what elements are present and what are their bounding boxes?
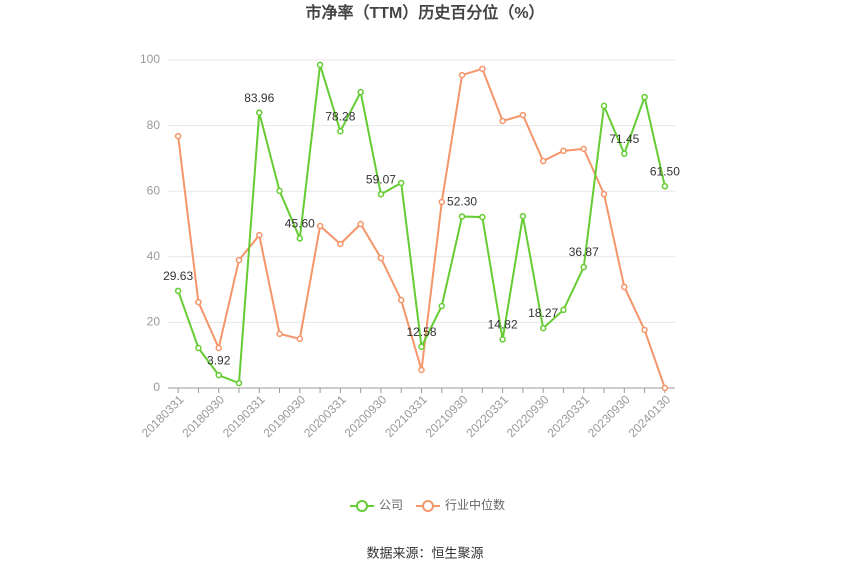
x-tick-label: 20240130 [626, 392, 674, 440]
data-point [641, 326, 648, 334]
data-point [195, 344, 202, 352]
data-point [235, 256, 243, 264]
data-label: 45.60 [285, 217, 315, 231]
data-point [661, 384, 669, 392]
y-tick-label: 80 [147, 118, 161, 132]
data-point [377, 254, 385, 262]
data-point [195, 298, 202, 306]
data-point [499, 117, 506, 125]
x-tick-label: 20200331 [301, 392, 349, 440]
data-point [215, 344, 222, 352]
data-point [215, 371, 222, 379]
data-point [539, 157, 547, 165]
data-point [519, 111, 527, 119]
x-tick-label: 20180331 [139, 392, 187, 440]
data-point [316, 222, 324, 230]
data-point [519, 212, 527, 220]
data-point [256, 231, 263, 239]
x-tick-label: 20200930 [342, 392, 390, 440]
data-point [499, 336, 506, 343]
data-point [357, 220, 364, 228]
data-point [458, 213, 466, 220]
data-point [256, 109, 263, 116]
data-label: 52.30 [447, 195, 477, 209]
data-point [438, 198, 446, 206]
data-point [661, 183, 669, 190]
data-point [377, 191, 385, 198]
data-point [580, 145, 587, 153]
data-point [560, 147, 567, 155]
data-point [397, 179, 405, 187]
y-tick-label: 60 [147, 183, 161, 197]
data-label: 59.07 [366, 172, 396, 186]
data-point [600, 102, 608, 110]
data-point [296, 335, 304, 343]
data-label: 61.50 [650, 164, 680, 178]
x-tick-label: 20190331 [220, 392, 268, 440]
data-point [621, 150, 628, 157]
x-tick-label: 20220930 [504, 392, 552, 440]
data-label: 29.63 [163, 269, 193, 283]
data-point [418, 366, 425, 374]
data-point [539, 324, 547, 332]
data-point [174, 132, 182, 140]
data-label: 12.58 [406, 325, 436, 339]
legend-label: 公司 [379, 498, 403, 512]
data-label: 18.27 [528, 306, 558, 320]
legend-marker [356, 500, 368, 512]
data-point [316, 61, 324, 69]
data-point [276, 187, 283, 195]
x-tick-label: 20180930 [179, 392, 227, 440]
x-tick-label: 20190930 [261, 392, 309, 440]
data-point [600, 190, 608, 198]
data-label: 83.96 [244, 91, 274, 105]
data-point [641, 93, 648, 101]
y-tick-label: 100 [140, 52, 160, 66]
x-tick-label: 20210331 [382, 392, 430, 440]
data-point [357, 88, 364, 96]
data-point [276, 330, 283, 338]
data-label: 36.87 [569, 245, 599, 259]
data-label: 71.45 [609, 132, 639, 146]
y-tick-label: 40 [147, 249, 161, 263]
x-tick-label: 20230331 [544, 392, 592, 440]
legend-marker [422, 500, 434, 512]
x-tick-label: 20230930 [585, 392, 633, 440]
data-point [418, 343, 425, 350]
data-point [560, 306, 567, 314]
data-point [479, 65, 486, 73]
x-tick-label: 20210930 [423, 392, 471, 440]
data-point [458, 71, 466, 79]
chart-title: 市净率（TTM）历史百分位（%） [305, 3, 544, 22]
data-point [235, 379, 243, 387]
y-tick-label: 20 [147, 315, 161, 329]
data-point [479, 213, 486, 221]
data-label: 3.92 [207, 353, 231, 367]
source: 数据来源：恒生聚源 [366, 545, 483, 560]
data-point [397, 296, 405, 304]
data-point [438, 302, 446, 310]
data-label: 14.82 [488, 318, 518, 332]
data-point [580, 263, 587, 271]
data-point [621, 283, 628, 291]
data-point [337, 240, 344, 248]
data-point [174, 287, 182, 295]
data-point [296, 235, 304, 242]
y-tick-label: 0 [153, 380, 160, 394]
legend-label: 行业中位数 [445, 497, 505, 512]
data-label: 78.28 [325, 109, 355, 123]
x-tick-label: 20220331 [463, 392, 511, 440]
data-point [337, 127, 344, 135]
